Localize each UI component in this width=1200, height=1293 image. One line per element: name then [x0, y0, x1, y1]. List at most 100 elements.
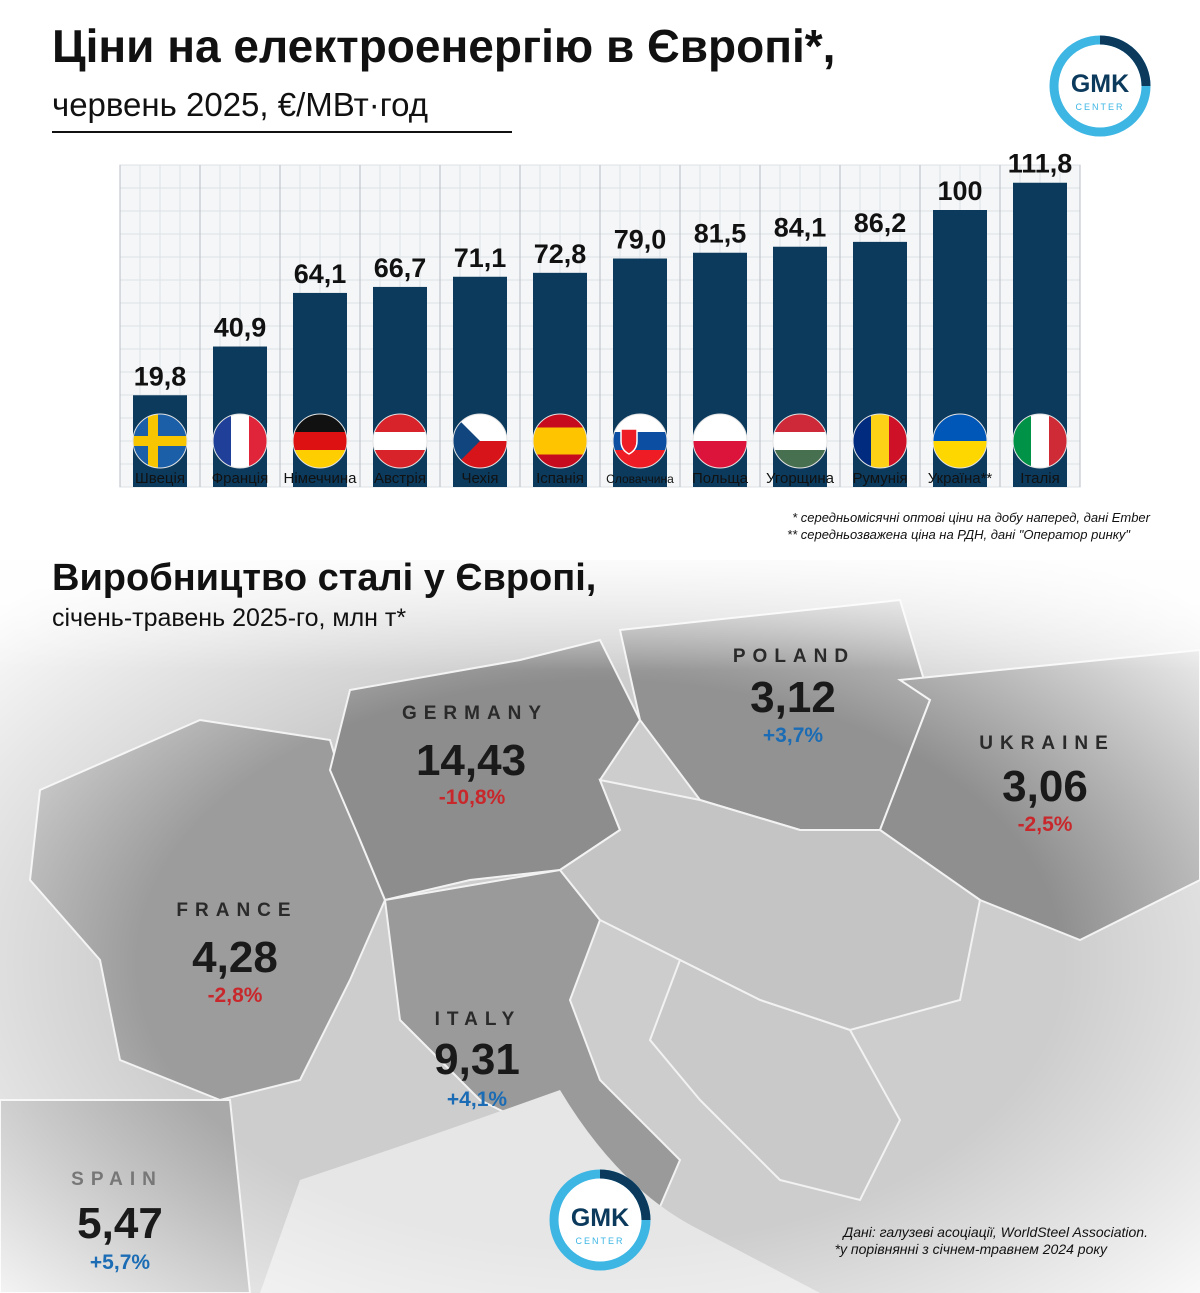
- value-label: 84,1: [774, 213, 827, 243]
- country-change: -10,8%: [439, 786, 506, 809]
- flag-stripe: [293, 414, 347, 433]
- flag-outline: [772, 413, 828, 469]
- country-change: -2,5%: [1018, 813, 1073, 836]
- flag-outline: [132, 413, 188, 469]
- flag-stripe: [1031, 414, 1050, 468]
- flag: [293, 414, 347, 468]
- plot-area: 19,8 Швеція 40,9 Франція 64,1 Німеччина 66,7 Ав…: [119, 149, 1081, 488]
- flag: [613, 414, 667, 468]
- flag-outline: [612, 413, 668, 469]
- logo: GMK CENTER: [1049, 35, 1151, 137]
- value-label: 71,1: [454, 243, 507, 273]
- logo-subtext: CENTER: [1075, 102, 1124, 112]
- section-subtitle: січень-травень 2025-го, млн т*: [52, 604, 406, 632]
- flag-outline: [452, 413, 508, 469]
- x-tick-label: Україна**: [928, 470, 993, 487]
- flag-stripe: [1049, 414, 1067, 468]
- flag-outline: [372, 413, 428, 469]
- flag-stripe: [773, 432, 827, 451]
- footnote: ** середньозважена ціна на РДН, дані "Оп…: [787, 527, 1131, 542]
- logo-subtext: CENTER: [575, 1236, 624, 1246]
- flag-outline: [932, 413, 988, 469]
- country-change: +3,7%: [763, 724, 823, 747]
- section-title: Виробництво сталі у Європі,: [52, 557, 596, 599]
- country-name: UKRAINE: [979, 733, 1115, 754]
- source: Дані: галузеві асоціації, WorldSteel Ass…: [841, 1224, 1148, 1240]
- flag-stripe: [773, 450, 827, 468]
- flag-stripe: [249, 414, 267, 468]
- flag: [213, 414, 267, 468]
- footnote: *у порівнянні з січнем-травнем 2024 року: [835, 1241, 1108, 1257]
- flag-stripe: [231, 414, 250, 468]
- value-label: 86,2: [854, 208, 907, 238]
- value-label: 72,8: [534, 239, 587, 269]
- flag-stripe: [533, 427, 587, 442]
- logo: GMK CENTER: [549, 1169, 651, 1271]
- value-label: 64,1: [294, 259, 347, 289]
- value-label: 81,5: [694, 219, 747, 249]
- flag-outline: [1012, 413, 1068, 469]
- logo-text: GMK: [571, 1204, 629, 1232]
- flag-cross: [148, 414, 158, 468]
- flag: [1013, 414, 1067, 468]
- flag: [373, 414, 427, 468]
- flag-stripe: [871, 414, 890, 468]
- country-value: 14,43: [416, 736, 526, 785]
- flag-stripe: [293, 450, 347, 468]
- flag-stripe: [853, 414, 872, 468]
- country-name: SPAIN: [71, 1169, 163, 1190]
- flag-stripe: [773, 414, 827, 433]
- country-value: 9,31: [434, 1035, 520, 1084]
- country-change: +5,7%: [90, 1251, 150, 1274]
- flag-stripe: [213, 414, 232, 468]
- flag-outline: [292, 413, 348, 469]
- x-tick-label: Румунія: [852, 470, 907, 487]
- x-tick-label: Чехія: [462, 470, 499, 487]
- flag-stripe: [373, 450, 427, 468]
- flag-outline: [852, 413, 908, 469]
- flag-stripe: [613, 450, 667, 468]
- country-change: -2,8%: [208, 984, 263, 1007]
- flag-shield: [620, 428, 638, 455]
- footnote: * середньомісячні оптові ціни на добу на…: [792, 510, 1151, 525]
- flag: [853, 414, 907, 468]
- country-name: FRANCE: [176, 900, 297, 921]
- flag-stripe: [1013, 414, 1032, 468]
- value-label: 66,7: [374, 253, 427, 283]
- country-name: GERMANY: [402, 703, 548, 724]
- flag-cross: [133, 436, 187, 446]
- flag-outline: [212, 413, 268, 469]
- value-label: 111,8: [1008, 149, 1073, 179]
- value-label: 40,9: [214, 313, 267, 343]
- flag-stripe: [533, 441, 587, 455]
- value-label: 100: [937, 176, 982, 206]
- country-value: 4,28: [192, 933, 278, 982]
- x-tick-label: Італія: [1020, 470, 1059, 487]
- country-name: POLAND: [733, 646, 855, 667]
- country-change: +4,1%: [447, 1088, 507, 1111]
- x-tick-label: Франція: [212, 470, 268, 487]
- country-value: 3,12: [750, 673, 836, 722]
- x-tick-label: Швеція: [135, 470, 185, 487]
- flag-stripe: [293, 432, 347, 451]
- value-label: 19,8: [134, 361, 187, 391]
- flag: [773, 414, 827, 468]
- country-value: 5,47: [77, 1199, 163, 1248]
- flag-outline: [532, 413, 588, 469]
- logo-text: GMK: [1071, 70, 1129, 98]
- x-tick-label: Австрія: [374, 470, 426, 487]
- flag: [133, 414, 187, 468]
- country-name: ITALY: [435, 1009, 522, 1030]
- chart-subtitle: червень 2025, €/МВт·год: [52, 86, 428, 123]
- x-tick-label: Іспанія: [536, 470, 584, 487]
- x-tick-label: Словаччина: [606, 472, 674, 486]
- x-tick-label: Угорщина: [766, 470, 835, 487]
- flag-stripe: [373, 432, 427, 451]
- x-tick-label: Польща: [692, 470, 749, 487]
- x-tick-label: Німеччина: [284, 470, 358, 487]
- flag-outline: [692, 413, 748, 469]
- flag-stripe: [613, 414, 667, 433]
- value-label: 79,0: [614, 225, 667, 255]
- flag-triangle: [453, 414, 480, 468]
